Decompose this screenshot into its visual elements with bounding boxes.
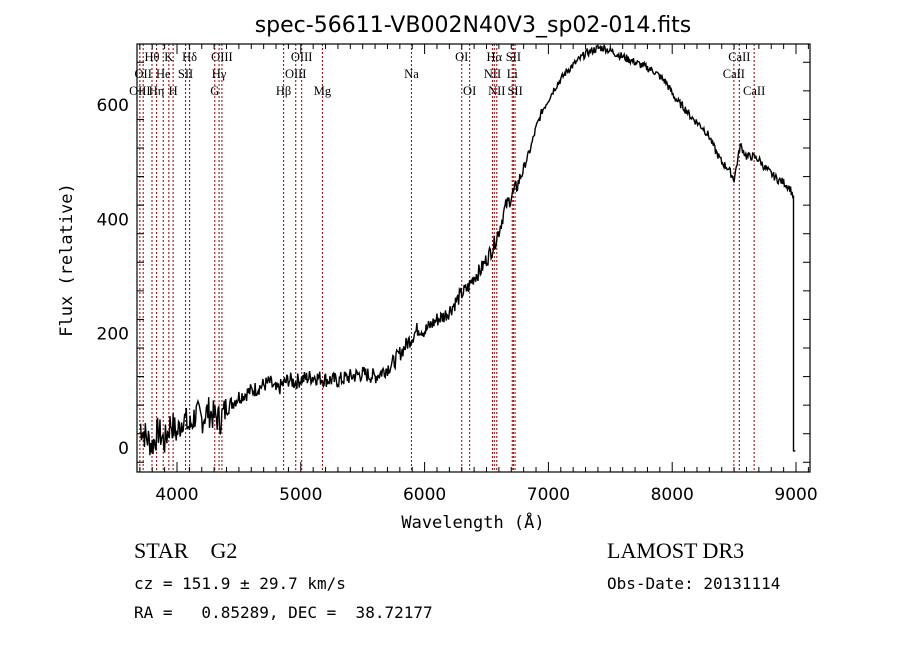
spectral-line-label: He xyxy=(156,67,171,81)
redshift-text: cz = 151.9 ± 29.7 km/s xyxy=(134,574,346,593)
x-tick-label: 5000 xyxy=(279,485,322,505)
spectral-line-label: H xyxy=(169,84,178,98)
x-tick-label: 9000 xyxy=(774,485,817,505)
x-axis-label: Wavelength (Å) xyxy=(401,511,544,533)
spectral-line-label: CaII xyxy=(728,50,750,64)
x-tick-label: 7000 xyxy=(527,485,570,505)
spectral-line-label: Hθ xyxy=(144,50,159,64)
spectral-line-label: SII xyxy=(178,67,193,81)
x-tick-label: 6000 xyxy=(403,485,446,505)
spectral-line-label: CaII xyxy=(723,67,745,81)
chart-title: spec-56611-VB002N40V3_sp02-014.fits xyxy=(255,13,692,38)
spectral-line-label: Hβ xyxy=(276,84,291,98)
spectral-line-markers xyxy=(139,44,755,472)
survey-name: LAMOST DR3 xyxy=(607,538,745,563)
x-tick-label: 4000 xyxy=(155,485,198,505)
obs-date: Obs-Date: 20131114 xyxy=(607,574,781,593)
y-tick-label: 200 xyxy=(97,325,129,345)
spectral-line-label: G xyxy=(210,84,219,98)
y-tick-label: 600 xyxy=(97,96,129,116)
coordinates-text: RA = 0.85289, DEC = 38.72177 xyxy=(134,603,433,622)
class-text: STAR xyxy=(134,538,189,563)
spectral-line-label: Li xyxy=(507,67,519,81)
spectral-line-label: CaII xyxy=(743,84,765,98)
spectral-line-label: Hγ xyxy=(212,67,227,81)
spectral-line-label: NII xyxy=(484,67,501,81)
y-tick-label: 0 xyxy=(118,439,129,459)
y-tick-label: 400 xyxy=(97,210,129,230)
x-tick-label: 8000 xyxy=(651,485,694,505)
spectral-line-label: NII xyxy=(488,84,505,98)
spectral-line-label: Hδ xyxy=(182,50,197,64)
spectral-line-label: SII xyxy=(507,84,522,98)
x-axis-ticks: 4000 5000 6000 7000 8000 9000 xyxy=(139,44,818,505)
spectral-line-label: OIII xyxy=(291,50,313,64)
spectral-line-label: OIII xyxy=(285,67,307,81)
y-axis-label: Flux (relative) xyxy=(57,183,77,337)
spectral-line-label: OIII xyxy=(211,50,233,64)
spectral-line-label: K xyxy=(164,50,173,64)
plot-frame xyxy=(136,43,811,473)
spectral-line-label: OII xyxy=(135,67,152,81)
spectral-line-label: SII xyxy=(506,50,521,64)
subclass-text: G2 xyxy=(210,538,238,563)
spectrum-line xyxy=(139,43,796,456)
spectral-line-label: Hη xyxy=(149,84,165,98)
spectral-line-label: OI xyxy=(463,84,476,98)
y-axis-ticks: 0 200 400 600 xyxy=(97,61,810,463)
spectral-line-label: Hα xyxy=(487,50,503,64)
spectral-line-label: OI xyxy=(455,50,468,64)
object-class: STAR G2 xyxy=(134,538,237,564)
spectral-line-label: Na xyxy=(404,67,419,81)
spectral-line-label: Mg xyxy=(314,84,332,98)
